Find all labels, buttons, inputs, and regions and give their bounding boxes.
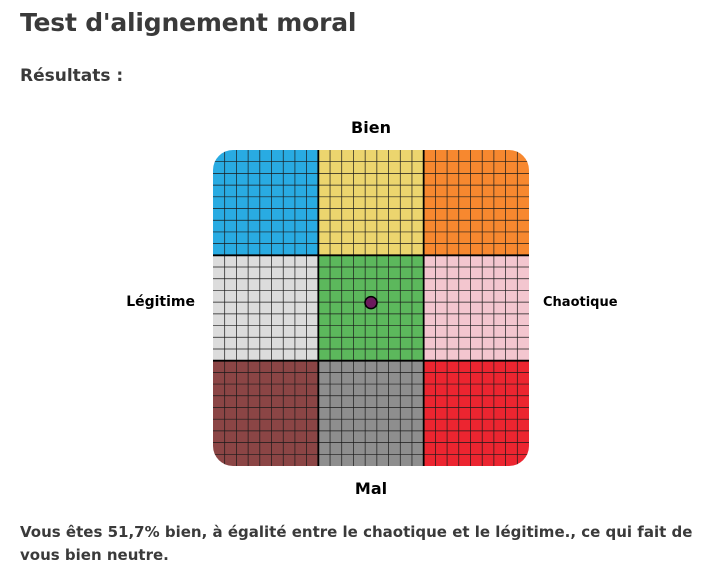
cell-dividers (213, 150, 529, 466)
axis-label-evil: Mal (354, 479, 388, 498)
axis-label-good: Bien (351, 118, 391, 137)
axis-label-chaotic: Chaotique (543, 295, 618, 310)
cell-lawful-good (213, 150, 319, 256)
cell-lawful-evil (213, 360, 319, 466)
cell-chaotic-evil (423, 360, 529, 466)
cell-chaotic-neutral (423, 255, 529, 361)
result-text: Vous êtes 51,7% bien, à égalité entre le… (20, 523, 693, 564)
cell-neutral-evil (318, 360, 424, 466)
cell-chaotic-good (423, 150, 529, 256)
alignment-chart (213, 150, 529, 466)
cell-lawful-neutral (213, 255, 319, 361)
results-heading: Résultats : (20, 66, 124, 86)
result-marker (364, 295, 378, 310)
axis-label-lawful: Légitime (126, 294, 195, 310)
grid-lines (213, 150, 529, 466)
cell-neutral-good (318, 150, 424, 256)
page-title: Test d'alignement moral (20, 8, 357, 37)
